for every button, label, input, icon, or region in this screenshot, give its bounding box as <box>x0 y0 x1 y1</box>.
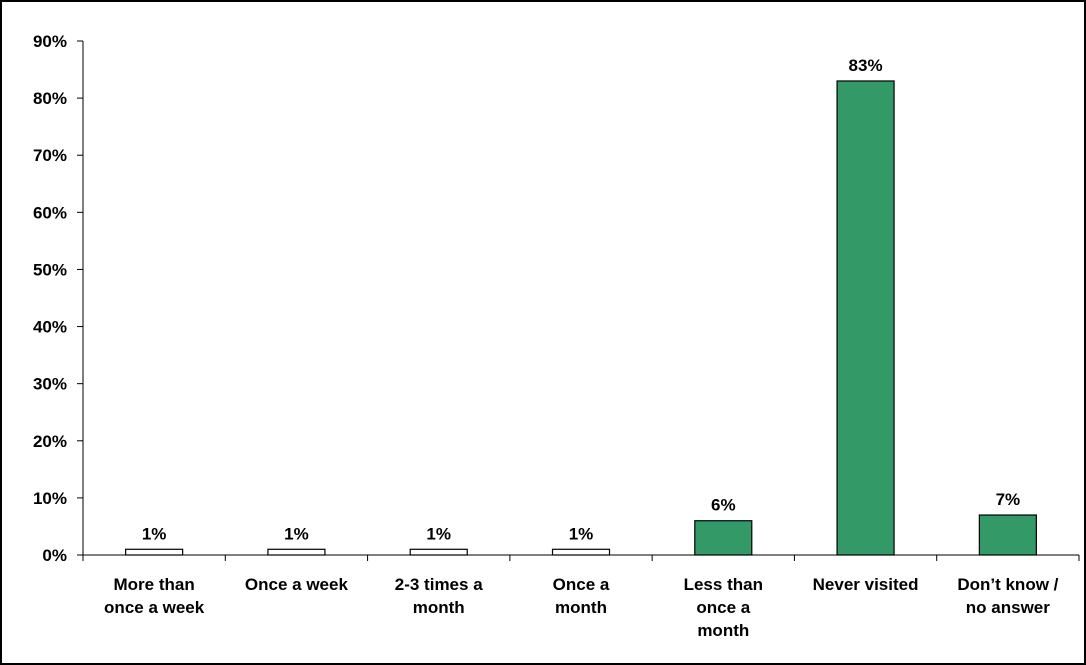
bar <box>694 520 753 556</box>
x-category-label: More than once a week <box>104 575 205 617</box>
x-category-label: Once a week <box>245 575 349 594</box>
x-category-label: Once a month <box>553 575 610 617</box>
y-tick-label: 90% <box>33 32 67 51</box>
y-tick-label: 70% <box>33 146 67 165</box>
data-label: 6% <box>711 496 736 515</box>
data-label: 1% <box>569 524 594 543</box>
bar <box>551 548 611 556</box>
data-label: 1% <box>284 524 309 543</box>
x-category-label: Less than once a month <box>684 575 763 640</box>
data-label: 7% <box>996 490 1021 509</box>
y-tick-label: 50% <box>33 260 67 279</box>
bar <box>125 548 184 556</box>
bar <box>267 548 326 556</box>
x-category-label: Don’t know / no answer <box>957 575 1058 617</box>
x-category-label: 2-3 times a month <box>395 575 483 617</box>
bar <box>836 80 895 556</box>
bar <box>978 514 1037 556</box>
data-label: 1% <box>142 524 167 543</box>
y-tick-label: 20% <box>33 432 67 451</box>
y-tick-label: 30% <box>33 375 67 394</box>
data-label: 83% <box>849 56 883 75</box>
bar <box>409 548 468 556</box>
y-tick-label: 60% <box>33 203 67 222</box>
x-category-label: Never visited <box>813 575 919 594</box>
data-label: 1% <box>426 524 451 543</box>
y-tick-label: 80% <box>33 89 67 108</box>
y-tick-label: 0% <box>42 546 67 565</box>
y-tick-label: 40% <box>33 318 67 337</box>
y-tick-label: 10% <box>33 489 67 508</box>
